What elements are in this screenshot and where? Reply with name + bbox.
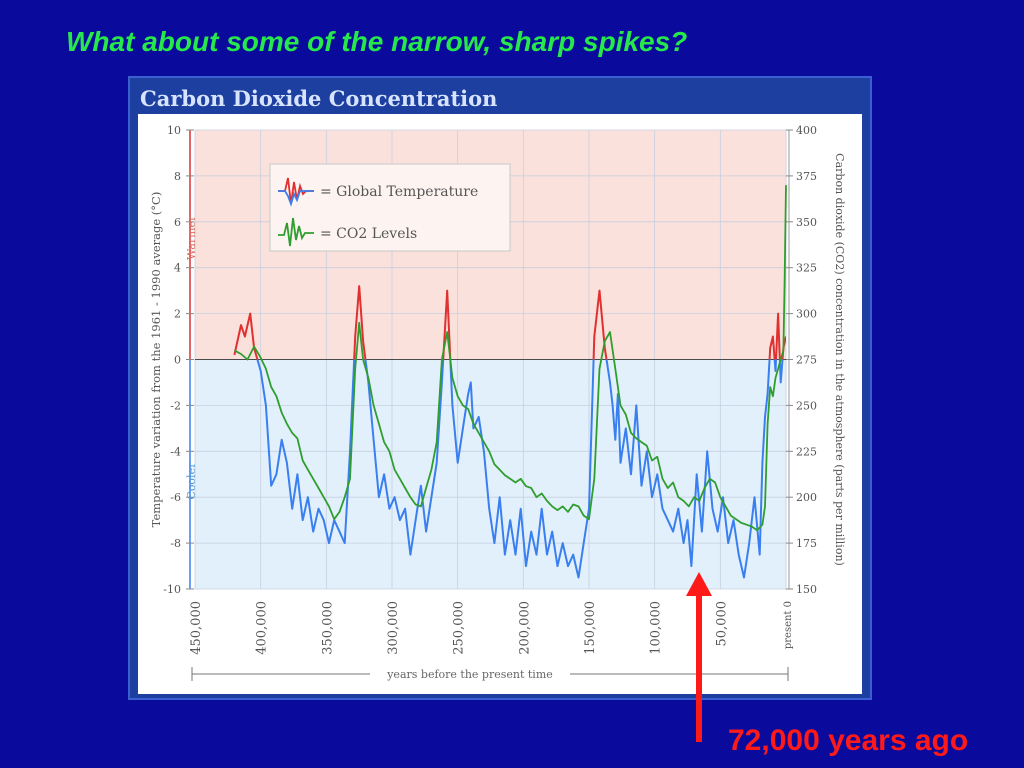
legend: = Global Temperature = CO2 Levels	[269, 163, 511, 252]
y-left-tick-label: -10	[163, 583, 181, 596]
x-tick-label: 100,000	[649, 601, 664, 655]
y-left-tick-label: 0	[174, 354, 181, 367]
y-right-tick-label: 325	[796, 262, 817, 275]
y-left-tick-label: 2	[174, 308, 181, 321]
y-right-tick-label: 250	[796, 399, 817, 412]
y-right-tick-label: 175	[796, 537, 817, 550]
y-right-tick-label: 225	[796, 445, 817, 458]
legend-entry-temperature: = Global Temperature	[320, 184, 478, 200]
co2-line	[233, 185, 787, 532]
co2-temperature-chart: Carbon Dioxide Concentration 10 8 6 4 2 0 -2 -4…	[138, 86, 862, 694]
x-tick-label: 450,000	[189, 601, 204, 655]
y-left-tick-label: 6	[174, 216, 181, 229]
x-tick-label: 200,000	[517, 601, 532, 655]
cool-band	[195, 359, 786, 589]
y-right-tick-label: 400	[796, 124, 817, 137]
y-right-tick-label: 350	[796, 216, 817, 229]
slide-title: What about some of the narrow, sharp spi…	[66, 26, 688, 57]
y-right-tick-label: 375	[796, 170, 817, 183]
x-tick-label: 400,000	[255, 601, 270, 655]
y-right-tick-label: 200	[796, 491, 817, 504]
temperature-line-cool	[256, 359, 784, 579]
plot-layer: 10 8 6 4 2 0 -2 -4 -6 -8 -10 400 375 350 325 300 275 250 2…	[149, 124, 846, 681]
y-left-axis-label: Temperature variation from the 1961 - 19…	[149, 192, 163, 528]
legend-temperature-swatch-cool	[278, 190, 314, 207]
y-left-tick-label: -2	[170, 399, 181, 412]
x-tick-label: 150,000	[583, 601, 598, 655]
y-left-tick-label: -6	[170, 491, 181, 504]
annotation-label: 72,000 years ago	[728, 724, 969, 757]
y-right-axis-label: Carbon dioxide (CO2) concentration in th…	[833, 153, 846, 566]
chart-frame: Carbon Dioxide Concentration 10 8 6 4 2 0 -2 -4…	[128, 76, 872, 700]
y-right-tick-label: 300	[796, 308, 817, 321]
chart-title: Carbon Dioxide Concentration	[140, 86, 497, 111]
y-right-tick-label: 150	[796, 583, 817, 596]
y-right-tick-label: 275	[796, 354, 817, 367]
y-left-tick-label: 10	[167, 124, 181, 137]
warmer-label: Warmer	[185, 215, 198, 260]
x-axis-label: years before the present time	[386, 668, 553, 681]
x-tick-label: 250,000	[452, 601, 467, 655]
y-left-tick-label: 8	[174, 170, 181, 183]
x-tick-label: present 0	[783, 601, 794, 649]
x-tick-label: 50,000	[714, 601, 729, 647]
legend-temperature-swatch	[278, 177, 314, 205]
y-left-tick-label: 4	[174, 262, 181, 275]
y-left-tick-label: -8	[170, 537, 181, 550]
legend-box	[269, 163, 511, 252]
x-tick-label: 350,000	[320, 601, 335, 655]
x-tick-label: 300,000	[386, 601, 401, 655]
legend-entry-co2: = CO2 Levels	[320, 226, 417, 242]
legend-co2-swatch	[278, 217, 314, 247]
cooler-label: Cooler	[185, 462, 198, 500]
y-left-tick-label: -4	[170, 445, 181, 458]
